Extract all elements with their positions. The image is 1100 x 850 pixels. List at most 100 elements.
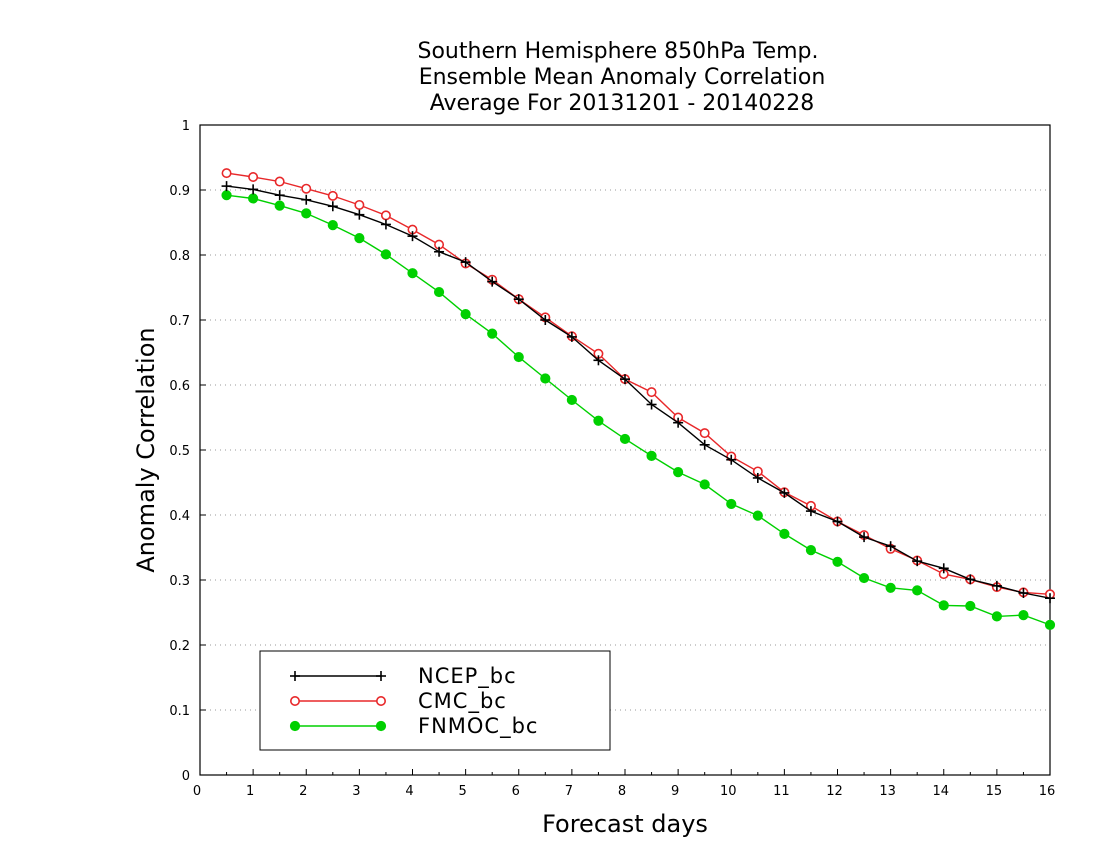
y-axis-title: Anomaly Correlation xyxy=(132,327,160,572)
gridlines xyxy=(200,189,1050,711)
title-line-2: Ensemble Mean Anomaly Correlation xyxy=(419,65,826,90)
data-point-fnmoc-bc xyxy=(965,600,976,612)
data-point-ncep-bc xyxy=(274,190,285,201)
data-point-ncep-bc xyxy=(248,184,259,195)
legend-marker xyxy=(289,720,301,732)
data-point-ncep-bc xyxy=(965,574,976,585)
legend-entry-fnmoc-bc: FNMOC_bc xyxy=(289,714,538,739)
data-point-fnmoc-bc xyxy=(858,572,870,584)
title-line-1: Southern Hemisphere 850hPa Temp. xyxy=(418,39,819,64)
data-point-fnmoc-bc xyxy=(593,415,604,426)
data-point-fnmoc-bc xyxy=(248,193,259,204)
data-point-fnmoc-bc xyxy=(460,309,471,320)
data-point-cmc-bc xyxy=(354,199,365,210)
x-tick-label: 13 xyxy=(879,784,896,799)
data-point-ncep-bc xyxy=(938,563,949,574)
x-tick-label: 5 xyxy=(458,784,466,799)
y-tick-label: 0.8 xyxy=(169,249,190,264)
data-point-fnmoc-bc xyxy=(726,498,737,510)
data-point-ncep-bc xyxy=(646,399,657,410)
data-point-ncep-bc xyxy=(380,219,391,230)
x-tick-label: 0 xyxy=(193,784,201,799)
data-point-cmc-bc xyxy=(274,176,285,187)
y-tick-label: 0.6 xyxy=(169,379,190,394)
data-point-ncep-bc xyxy=(912,556,923,567)
series-line-ncep-bc xyxy=(226,185,1051,599)
data-point-cmc-bc xyxy=(301,183,312,194)
legend-marker xyxy=(375,720,387,732)
x-tick-label: 11 xyxy=(773,784,790,799)
data-point-fnmoc-bc xyxy=(779,528,790,539)
title-line-3: Average For 20131201 - 20140228 xyxy=(430,91,815,116)
data-point-ncep-bc xyxy=(779,487,790,498)
data-point-ncep-bc xyxy=(513,294,524,305)
x-tick-label: 4 xyxy=(405,784,413,799)
data-point-fnmoc-bc xyxy=(221,190,232,201)
data-point-fnmoc-bc xyxy=(938,600,949,611)
data-point-cmc-bc xyxy=(221,168,232,179)
data-point-fnmoc-bc xyxy=(1018,610,1029,621)
data-point-ncep-bc xyxy=(487,276,498,287)
legend-entry-cmc-bc: CMC_bc xyxy=(289,689,507,714)
y-axis: 0 0.1 0.2 0.3 0.4 0.5 0.6 0.7 0.8 0.9 1 xyxy=(169,119,206,784)
x-tick-label: 14 xyxy=(932,784,949,799)
series-line-fnmoc-bc xyxy=(226,194,1051,626)
data-point-fnmoc-bc xyxy=(805,545,817,556)
data-point-fnmoc-bc xyxy=(487,328,498,339)
data-point-ncep-bc xyxy=(832,516,843,527)
data-point-fnmoc-bc xyxy=(885,582,896,593)
x-tick-label: 15 xyxy=(986,784,1003,799)
x-tick-label: 2 xyxy=(299,784,307,799)
y-tick-label: 0.2 xyxy=(169,639,190,654)
x-tick-label: 8 xyxy=(618,784,626,799)
data-point-fnmoc-bc xyxy=(566,394,577,406)
data-point-ncep-bc xyxy=(752,472,763,483)
data-point-fnmoc-bc xyxy=(699,479,710,490)
x-tick-label: 1 xyxy=(246,784,254,799)
x-tick-label: 12 xyxy=(826,784,843,799)
legend-marker xyxy=(289,695,300,706)
legend-marker xyxy=(290,671,300,681)
data-point-cmc-bc xyxy=(327,190,338,201)
y-tick-label: 0.5 xyxy=(169,444,190,459)
data-point-fnmoc-bc xyxy=(274,200,285,211)
data-point-ncep-bc xyxy=(1045,593,1055,604)
data-point-ncep-bc xyxy=(726,454,737,465)
data-point-ncep-bc xyxy=(859,532,870,543)
legend-marker xyxy=(375,695,386,706)
data-point-cmc-bc xyxy=(699,428,710,439)
y-tick-label: 0.7 xyxy=(169,314,190,329)
data-point-fnmoc-bc xyxy=(832,556,843,567)
data-point-fnmoc-bc xyxy=(513,351,524,363)
data-point-ncep-bc xyxy=(301,194,312,205)
data-point-ncep-bc xyxy=(540,315,551,325)
data-point-fnmoc-bc xyxy=(433,286,445,298)
series-ncep-bc xyxy=(221,181,1055,604)
series-layer xyxy=(221,168,1056,630)
y-tick-label: 0.1 xyxy=(169,704,190,719)
legend-label: NCEP_bc xyxy=(418,664,517,689)
series-cmc-bc xyxy=(221,168,1056,600)
data-point-fnmoc-bc xyxy=(912,585,923,596)
data-point-fnmoc-bc xyxy=(752,510,763,521)
x-axis: 0 1 2 3 4 5 6 7 8 9 10 11 12 13 14 15 16 xyxy=(193,769,1055,799)
legend-entry-ncep-bc: NCEP_bc xyxy=(290,664,517,689)
data-point-fnmoc-bc xyxy=(673,467,684,478)
data-point-ncep-bc xyxy=(805,506,816,517)
data-point-ncep-bc xyxy=(221,181,232,192)
x-tick-label: 6 xyxy=(512,784,520,799)
legend-label: FNMOC_bc xyxy=(418,714,538,739)
chart-title: Southern Hemisphere 850hPa Temp. Ensembl… xyxy=(418,39,826,116)
series-line-cmc-bc xyxy=(226,172,1051,595)
data-point-fnmoc-bc xyxy=(407,268,418,279)
data-point-ncep-bc xyxy=(354,209,365,220)
data-point-ncep-bc xyxy=(699,439,710,450)
legend-label: CMC_bc xyxy=(418,689,507,714)
data-point-fnmoc-bc xyxy=(619,433,631,445)
data-point-fnmoc-bc xyxy=(354,233,365,244)
y-tick-label: 0.4 xyxy=(169,509,190,524)
data-point-fnmoc-bc xyxy=(327,220,338,231)
data-point-ncep-bc xyxy=(885,541,896,552)
